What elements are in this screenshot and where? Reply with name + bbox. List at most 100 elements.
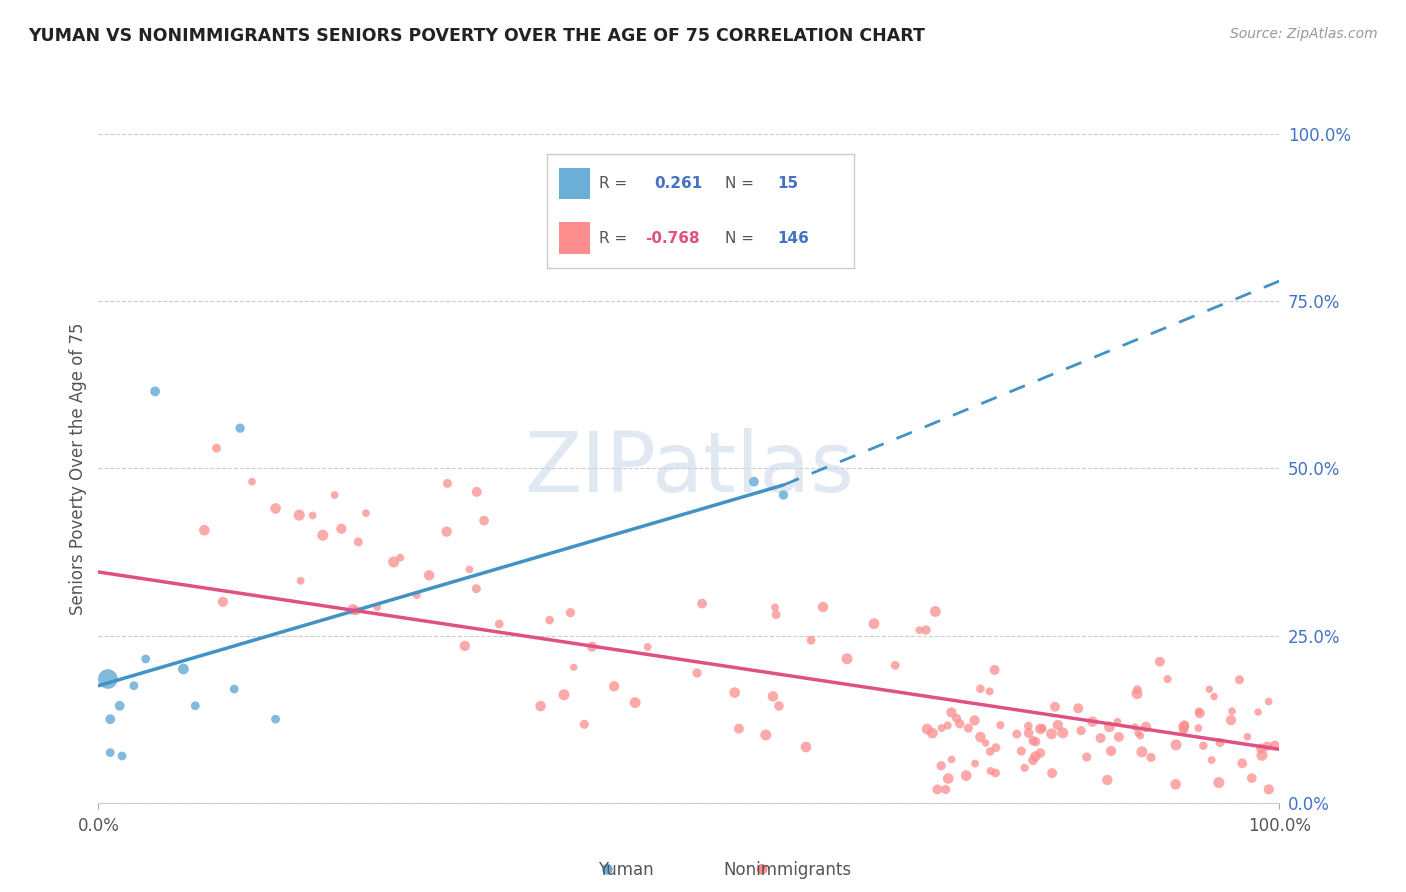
Point xyxy=(212,595,235,609)
Point xyxy=(560,606,582,620)
Point xyxy=(794,739,817,754)
Point xyxy=(1192,739,1215,753)
Point xyxy=(389,550,412,565)
Point xyxy=(1052,726,1074,740)
Point xyxy=(1129,729,1152,743)
Point xyxy=(1126,687,1149,701)
Point xyxy=(1108,730,1130,744)
Point xyxy=(1090,731,1112,746)
Text: ZIPatlas: ZIPatlas xyxy=(524,428,853,508)
Point xyxy=(1010,744,1032,758)
Point xyxy=(290,574,312,588)
Point xyxy=(465,582,488,596)
Point xyxy=(980,764,1002,778)
Point xyxy=(382,555,405,569)
Point xyxy=(965,756,987,771)
Point xyxy=(1236,730,1258,744)
Point xyxy=(312,528,335,542)
Point xyxy=(1107,714,1129,729)
Point xyxy=(1040,766,1063,780)
Point xyxy=(936,718,959,732)
Point xyxy=(921,726,943,740)
Point xyxy=(1264,739,1286,753)
Point xyxy=(1024,749,1046,764)
Point xyxy=(957,721,980,735)
Point xyxy=(686,665,709,680)
Point xyxy=(915,623,938,637)
Point xyxy=(1029,722,1052,736)
Point xyxy=(1043,699,1066,714)
Point xyxy=(1025,734,1047,748)
Point xyxy=(1229,673,1251,687)
Point xyxy=(330,522,353,536)
Point xyxy=(984,766,1007,780)
Point xyxy=(1081,714,1104,729)
Point xyxy=(690,597,713,611)
Point xyxy=(984,740,1007,755)
Text: YUMAN VS NONIMMIGRANTS SENIORS POVERTY OVER THE AGE OF 75 CORRELATION CHART: YUMAN VS NONIMMIGRANTS SENIORS POVERTY O… xyxy=(28,27,925,45)
Point xyxy=(811,600,834,615)
Point xyxy=(637,640,659,654)
Point xyxy=(1164,738,1187,752)
Point xyxy=(915,722,938,736)
Point xyxy=(1220,713,1243,727)
Point xyxy=(762,690,785,704)
Point xyxy=(458,562,481,576)
Point xyxy=(1202,690,1225,704)
Y-axis label: Seniors Poverty Over the Age of 75: Seniors Poverty Over the Age of 75 xyxy=(69,322,87,615)
Point xyxy=(936,772,959,786)
Point xyxy=(969,681,991,696)
Point xyxy=(1256,739,1278,754)
Point xyxy=(624,696,647,710)
Point xyxy=(1031,722,1053,736)
Point xyxy=(1040,727,1063,741)
Point xyxy=(347,535,370,549)
Point xyxy=(1173,718,1195,732)
Point xyxy=(941,752,963,766)
Point xyxy=(288,508,311,523)
Point xyxy=(924,605,946,619)
Point xyxy=(974,736,997,750)
Point xyxy=(1251,748,1274,763)
Point xyxy=(143,384,166,399)
Point xyxy=(553,688,575,702)
Point xyxy=(1198,682,1220,697)
Point xyxy=(342,602,364,616)
Point xyxy=(301,508,323,523)
Point xyxy=(969,730,991,744)
Point xyxy=(1188,706,1211,721)
Point xyxy=(1173,723,1195,738)
Point xyxy=(1022,753,1045,767)
Point xyxy=(224,681,246,696)
Point xyxy=(1257,782,1279,797)
Point xyxy=(1250,741,1272,756)
Point xyxy=(723,685,745,699)
Point xyxy=(1164,777,1187,791)
Point xyxy=(405,588,427,602)
Point xyxy=(538,613,561,627)
Point xyxy=(1209,735,1232,749)
Point xyxy=(562,660,585,674)
Point xyxy=(205,442,228,456)
Point xyxy=(929,758,952,772)
Point xyxy=(835,652,858,666)
Point xyxy=(488,617,510,632)
Point xyxy=(1070,723,1092,738)
Point xyxy=(454,639,477,653)
Point xyxy=(1220,704,1243,718)
Point xyxy=(935,782,957,797)
Point xyxy=(122,679,145,693)
Point xyxy=(1140,750,1163,764)
Point xyxy=(603,679,626,693)
Point xyxy=(1126,726,1149,740)
Point xyxy=(772,488,794,502)
Point xyxy=(1022,733,1045,747)
Point xyxy=(581,640,603,654)
Point xyxy=(1156,672,1178,686)
Point xyxy=(1014,761,1036,775)
Point xyxy=(1126,682,1149,697)
Point xyxy=(1188,705,1211,719)
Point xyxy=(240,475,263,489)
Point xyxy=(1240,771,1263,785)
Point xyxy=(323,488,346,502)
